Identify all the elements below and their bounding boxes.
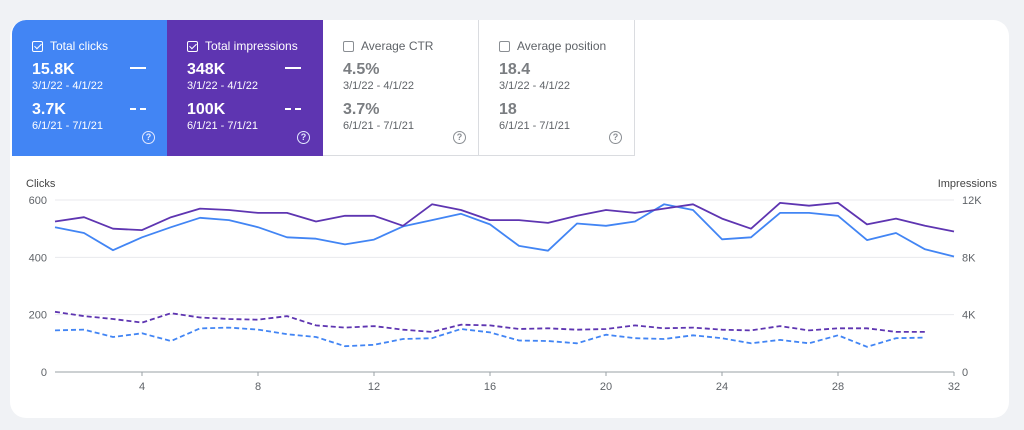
metric-label: Total impressions (205, 39, 298, 53)
series-line-1 (54, 201, 955, 233)
performance-card: Total clicks 15.8K 3/1/22 - 4/1/22 3.7K … (10, 20, 1009, 418)
metric-date-range: 3/1/22 - 4/1/22 (499, 80, 570, 92)
y-axis-label-left: Clicks (26, 178, 56, 190)
y-tick-label-right: 12K (962, 195, 982, 207)
metric-label: Average CTR (361, 39, 434, 53)
x-tick-label: 24 (716, 381, 728, 393)
metric-value: 348K (187, 61, 226, 78)
performance-chart: 0 0 200 4K 400 8K 600 12K 4 8 12 16 20 24 28 32 (29, 195, 983, 393)
metric-date-range: 3/1/22 - 4/1/22 (187, 80, 258, 92)
y-tick-label-right: 0 (962, 367, 968, 379)
y-tick-label-left: 200 (29, 310, 47, 322)
metric-compare-date-range: 6/1/21 - 7/1/21 (32, 120, 103, 132)
x-tick-label: 8 (255, 381, 261, 393)
metric-compare-date-range: 6/1/21 - 7/1/21 (499, 120, 570, 132)
y-tick-label-right: 8K (962, 252, 976, 264)
metric-average-ctr[interactable]: Average CTR 4.5% 3/1/22 - 4/1/22 3.7% 6/… (323, 20, 479, 156)
y-tick-label-left: 400 (29, 252, 47, 264)
metric-compare-value: 3.7% (343, 101, 380, 118)
x-tick-label: 20 (600, 381, 612, 393)
checkbox-icon[interactable] (187, 40, 198, 52)
y-tick-label-right: 4K (962, 310, 976, 322)
metric-label: Total clicks (50, 39, 109, 53)
checkbox-icon[interactable] (32, 40, 43, 52)
help-icon[interactable]: ? (453, 131, 466, 144)
metric-compare-date-range: 6/1/21 - 7/1/21 (187, 120, 258, 132)
series-line-0 (54, 203, 955, 258)
metric-compare-date-range: 6/1/21 - 7/1/21 (343, 120, 414, 132)
metric-date-range: 3/1/22 - 4/1/22 (32, 80, 103, 92)
help-icon[interactable]: ? (609, 131, 622, 144)
metric-value: 15.8K (32, 61, 75, 78)
solid-line-legend-icon (130, 67, 146, 69)
y-tick-label-left: 0 (41, 367, 47, 379)
x-tick-label: 4 (139, 381, 145, 393)
metric-average-position[interactable]: Average position 18.4 3/1/22 - 4/1/22 18… (479, 20, 635, 156)
x-tick-label: 16 (484, 381, 496, 393)
metric-total-impressions[interactable]: Total impressions 348K 3/1/22 - 4/1/22 1… (167, 20, 323, 156)
checkbox-icon[interactable] (499, 40, 510, 52)
solid-line-legend-icon (285, 67, 301, 69)
metric-date-range: 3/1/22 - 4/1/22 (343, 80, 414, 92)
metric-compare-value: 100K (187, 101, 226, 118)
series-line-2 (54, 326, 926, 348)
metric-compare-value: 18 (499, 101, 517, 118)
x-tick-label: 28 (832, 381, 844, 393)
help-icon[interactable]: ? (297, 131, 310, 144)
series-line-3 (54, 310, 925, 333)
metric-value: 18.4 (499, 61, 531, 78)
y-axis-label-right: Impressions (937, 178, 997, 190)
metric-compare-value: 3.7K (32, 101, 66, 118)
metric-label: Average position (517, 39, 607, 53)
x-tick-label: 32 (948, 381, 960, 393)
y-tick-label-left: 600 (29, 195, 47, 207)
metric-total-clicks[interactable]: Total clicks 15.8K 3/1/22 - 4/1/22 3.7K … (12, 20, 167, 156)
help-icon[interactable]: ? (142, 131, 155, 144)
metric-value: 4.5% (343, 61, 380, 78)
x-tick-label: 12 (368, 381, 380, 393)
checkbox-icon[interactable] (343, 40, 354, 52)
dashed-line-legend-icon (130, 108, 146, 110)
dashed-line-legend-icon (285, 108, 301, 110)
